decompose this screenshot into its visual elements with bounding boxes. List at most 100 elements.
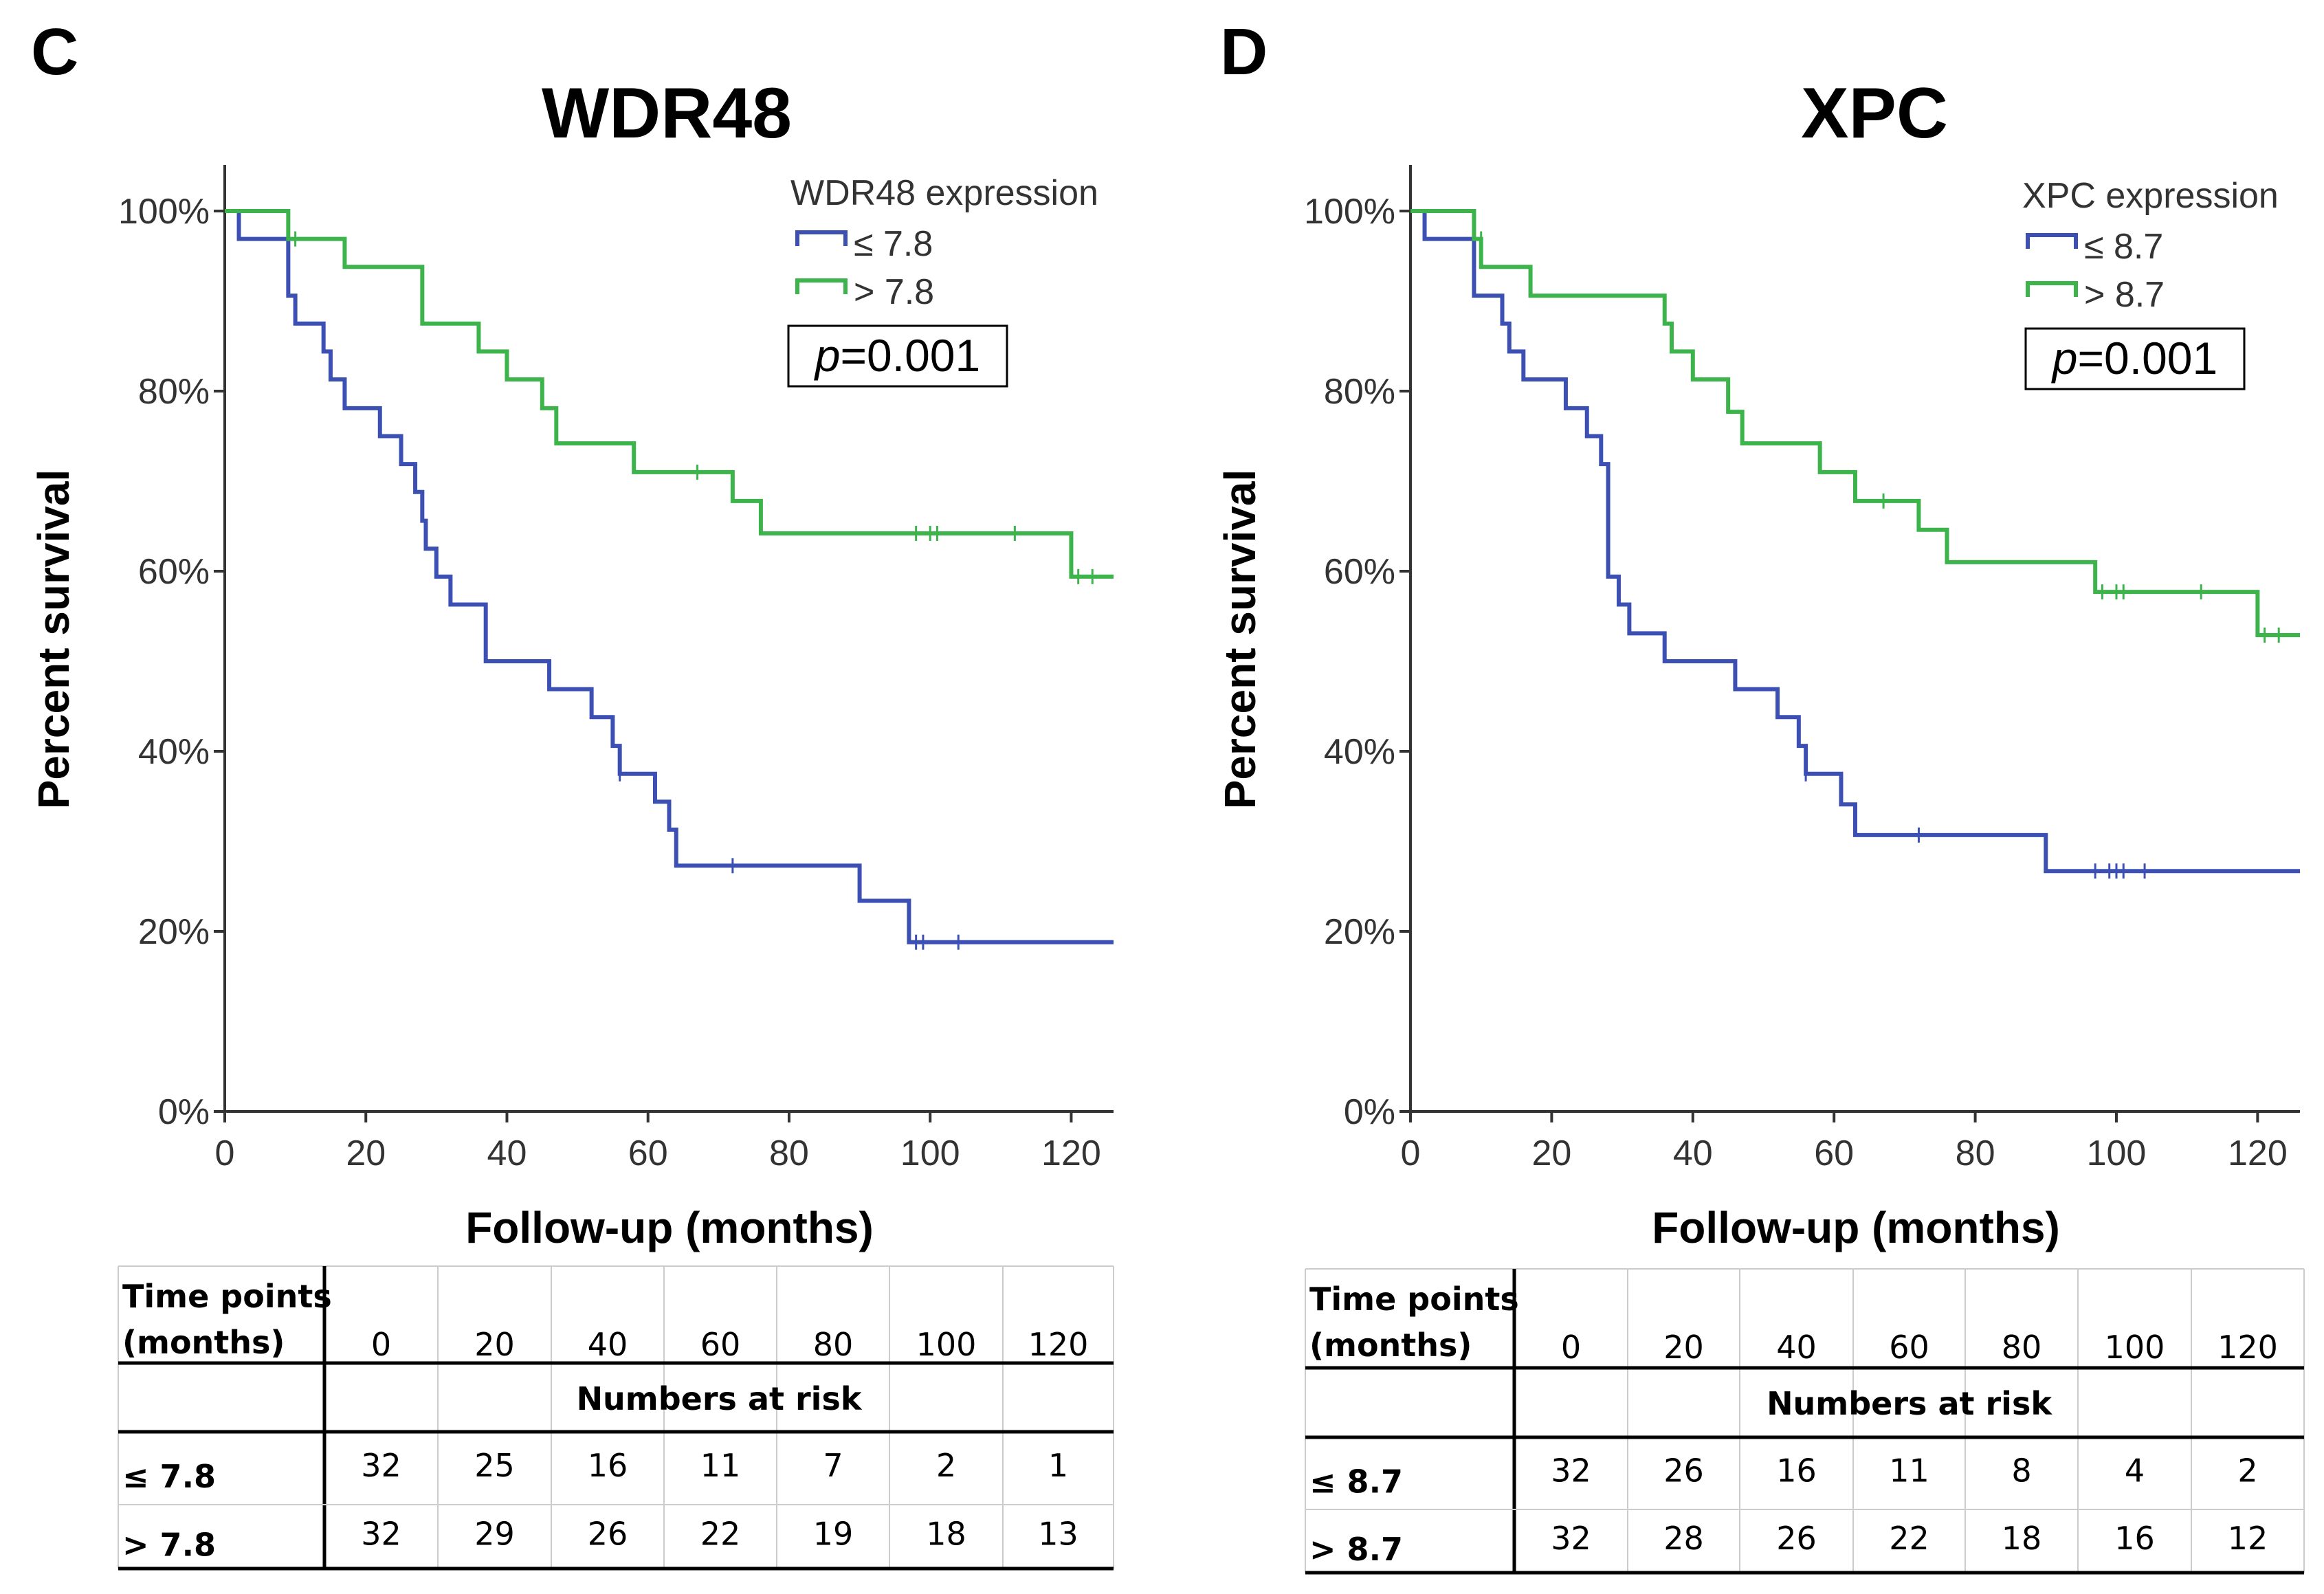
table-cell: 4: [2125, 1452, 2145, 1490]
table-time-point: 80: [2002, 1329, 2042, 1366]
p-value-symbol: p: [814, 330, 841, 381]
table-cell: 11: [700, 1447, 741, 1484]
survival-curve-low: [225, 209, 1114, 944]
table-cell: 18: [2002, 1520, 2042, 1557]
table-cell: 12: [2228, 1520, 2268, 1557]
p-value-number: =0.001: [2078, 333, 2218, 384]
legend-swatch-low: [795, 230, 848, 246]
x-tick-label: 0: [1401, 1133, 1421, 1173]
x-tick-label: 60: [628, 1133, 668, 1173]
table-time-point: 60: [700, 1326, 741, 1363]
y-tick-label: 80%: [1324, 372, 1395, 412]
table-cell: 29: [474, 1516, 515, 1553]
x-tick-label: 100: [2087, 1133, 2147, 1173]
table-time-point: 60: [1889, 1329, 1929, 1366]
p-value-number: =0.001: [841, 330, 981, 381]
table-cell: 25: [474, 1447, 515, 1484]
p-value-box: [2024, 327, 2246, 390]
table-time-point: 100: [2105, 1329, 2165, 1366]
p-value-symbol: p: [2051, 333, 2078, 384]
table-cell: 2: [936, 1447, 956, 1484]
x-tick-label: 40: [1673, 1133, 1713, 1173]
table-time-point: 40: [588, 1326, 628, 1363]
table-subheader: Numbers at risk: [577, 1380, 863, 1417]
table-cell: 1: [1048, 1447, 1068, 1484]
legend-title: XPC expression: [2022, 176, 2279, 216]
x-tick-label: 120: [2228, 1133, 2288, 1173]
y-axis-label: Percent survival: [29, 469, 78, 810]
legend-label-high: > 8.7: [2084, 275, 2165, 315]
table-time-point: 20: [474, 1326, 515, 1363]
legend-title: WDR48 expression: [790, 173, 1098, 213]
table-time-point: 0: [371, 1326, 391, 1363]
table-time-point: 120: [1028, 1326, 1089, 1363]
chart-title: WDR48: [542, 74, 792, 153]
table-row-label: ≤ 8.7: [1309, 1463, 1403, 1501]
table-cell: 7: [823, 1447, 843, 1484]
table-cell: 26: [1776, 1520, 1817, 1557]
y-tick-label: 100%: [1304, 192, 1395, 232]
table-cell: 32: [1551, 1520, 1591, 1557]
y-tick-label: 100%: [118, 192, 210, 232]
table-cell: 8: [2011, 1452, 2031, 1490]
x-tick-label: 80: [769, 1133, 809, 1173]
y-tick-label: 60%: [1324, 552, 1395, 592]
y-tick-label: 60%: [138, 552, 210, 592]
table-cell: 32: [1551, 1452, 1591, 1490]
table-row-label: > 7.8: [122, 1527, 216, 1564]
legend-label-low: ≤ 7.8: [854, 224, 933, 264]
y-tick-label: 40%: [1324, 732, 1395, 772]
p-value-text: p=0.001: [2051, 333, 2217, 384]
table-row-label: > 8.7: [1309, 1531, 1403, 1568]
table-cell: 28: [1663, 1520, 1704, 1557]
table-time-point: 0: [1561, 1329, 1581, 1366]
table-cell: 16: [588, 1447, 628, 1484]
y-tick-label: 80%: [138, 372, 210, 412]
y-tick-label: 0%: [1344, 1092, 1395, 1132]
table-cell: 16: [2114, 1520, 2155, 1557]
legend-swatch-low: [2026, 233, 2078, 249]
table-time-point: 20: [1663, 1329, 1704, 1366]
table-cell: 26: [1663, 1452, 1704, 1490]
p-value-box: [787, 324, 1008, 388]
y-axis-label: Percent survival: [1215, 469, 1265, 810]
legend-label-low: ≤ 8.7: [2084, 227, 2163, 267]
table-header-line1: Time points: [1309, 1281, 1519, 1318]
table-time-point: 80: [813, 1326, 854, 1363]
table-cell: 19: [813, 1516, 854, 1553]
table-time-point: 40: [1776, 1329, 1817, 1366]
table-header-line2: (months): [122, 1324, 285, 1361]
table-cell: 16: [1776, 1452, 1817, 1490]
x-tick-label: 60: [1814, 1133, 1854, 1173]
panel-letter: D: [1220, 15, 1268, 89]
x-axis-label: Follow-up (months): [1652, 1203, 2060, 1252]
table-cell: 11: [1889, 1452, 1929, 1490]
y-tick-label: 20%: [138, 912, 210, 952]
x-tick-label: 20: [346, 1133, 386, 1173]
table-subheader: Numbers at risk: [1767, 1385, 2052, 1422]
x-tick-label: 20: [1531, 1133, 1571, 1173]
survival-curve-high: [1410, 209, 2300, 638]
table-cell: 32: [361, 1447, 401, 1484]
legend-swatch-high: [795, 278, 848, 294]
survival-curve-high: [225, 209, 1114, 579]
table-row-label: ≤ 7.8: [122, 1458, 216, 1495]
table-cell: 22: [1889, 1520, 1929, 1557]
y-tick-label: 40%: [138, 732, 210, 772]
legend-swatch-high: [2026, 281, 2078, 297]
table-cell: 22: [700, 1516, 741, 1553]
chart-title: XPC: [1801, 74, 1948, 153]
table-cell: 13: [1038, 1516, 1078, 1553]
x-axis-label: Follow-up (months): [465, 1203, 874, 1252]
table-cell: 18: [926, 1516, 966, 1553]
table-header-line2: (months): [1309, 1327, 1472, 1364]
table-header-line1: Time points: [122, 1278, 332, 1315]
legend-label-high: > 7.8: [854, 272, 934, 312]
y-tick-label: 0%: [158, 1092, 210, 1132]
table-cell: 2: [2237, 1452, 2257, 1490]
x-tick-label: 120: [1041, 1133, 1101, 1173]
table-time-point: 100: [916, 1326, 977, 1363]
